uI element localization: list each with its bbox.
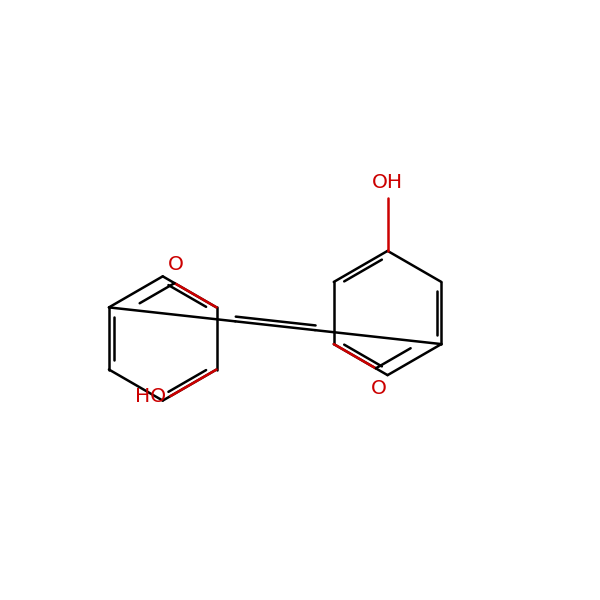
Text: HO: HO [134, 386, 166, 406]
Text: O: O [168, 254, 184, 274]
Text: O: O [371, 379, 386, 398]
Text: OH: OH [372, 173, 403, 192]
